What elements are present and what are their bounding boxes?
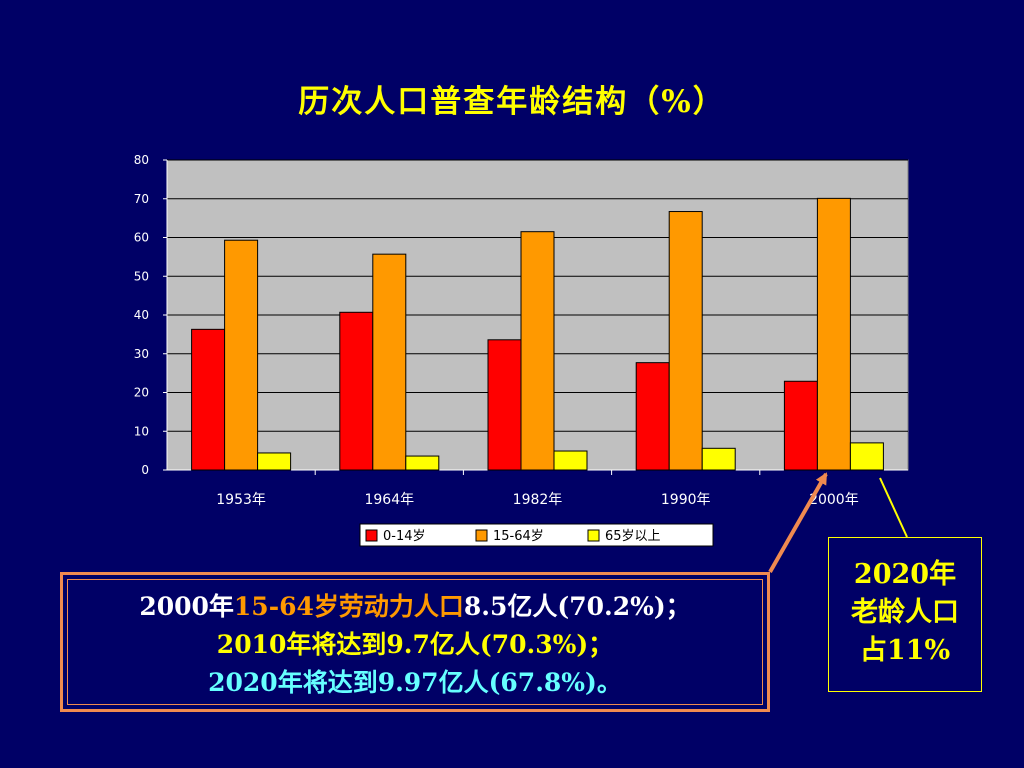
note-line1-value: 8.5亿人(70.2%)； [463,592,691,621]
y-tick-label: 20 [134,386,149,400]
note-line1-year: 2000年 [139,592,234,621]
bar-65岁以上-1964年 [405,455,440,471]
legend-label-15-64岁: 15-64岁 [493,529,544,544]
y-tick-label: 80 [134,153,149,167]
y-tick-label: 40 [134,308,149,322]
legend-label-0-14岁: 0-14岁 [383,529,426,544]
y-tick-label: 70 [134,192,149,206]
labor-force-note-inner: 2000年15-64岁劳动力人口8.5亿人(70.2%)； 2010年将达到9.… [67,579,763,705]
bar-15-64岁-1953年 [224,239,259,471]
legend-swatch-65岁以上 [587,529,600,542]
callout-pointer [879,477,908,538]
x-tick-label: 1982年 [513,492,563,508]
note-arrow [768,472,828,573]
x-tick-label: 1990年 [661,492,711,508]
y-tick-label: 10 [134,424,149,438]
legend-swatch-0-14岁 [365,529,378,542]
bar-0-14岁-1982年 [487,339,522,471]
legend-box [359,523,714,547]
bar-15-64岁-1982年 [520,231,555,471]
callout-line-2: 老龄人口 [851,597,959,628]
x-tick-label: 2000年 [809,492,859,508]
bar-15-64岁-1964年 [372,253,407,471]
elderly-callout: 2020年 老龄人口 占11% [828,537,982,692]
y-tick-label: 60 [134,231,149,245]
y-tick-label: 0 [141,463,149,477]
note-line-2010: 2010年将达到9.7亿人(70.3%)； [216,630,614,659]
note-line-2000: 2000年15-64岁劳动力人口8.5亿人(70.2%)； [68,588,762,626]
bar-0-14岁-1990年 [635,362,670,471]
note-line1-age-range: 15-64 [233,592,314,621]
bar-0-14岁-1953年 [191,328,226,471]
slide-title: 历次人口普查年龄结构（%） [298,84,726,120]
callout-line-1: 2020年 [853,559,957,590]
bar-65岁以上-1953年 [257,452,292,471]
callout-line-3: 占11% [859,635,951,666]
note-line1-label: 岁劳动力人口 [313,592,464,621]
x-tick-label: 1953年 [216,492,266,508]
note-line-2020: 2020年将达到9.97亿人(67.8%)。 [208,668,622,697]
y-tick-label: 50 [134,269,149,283]
labor-force-note: 2000年15-64岁劳动力人口8.5亿人(70.2%)； 2010年将达到9.… [60,572,770,712]
legend-label-65岁以上: 65岁以上 [605,529,661,544]
legend-swatch-15-64岁 [475,529,488,542]
bar-65岁以上-1982年 [553,450,588,471]
bar-65岁以上-1990年 [701,447,736,471]
x-tick-label: 1964年 [364,492,414,508]
bar-15-64岁-1990年 [668,211,703,471]
bar-0-14岁-1964年 [339,311,374,471]
y-tick-label: 30 [134,347,149,361]
bar-15-64岁-2000年 [816,197,851,471]
bar-65岁以上-2000年 [849,442,884,471]
bar-0-14岁-2000年 [783,380,818,471]
